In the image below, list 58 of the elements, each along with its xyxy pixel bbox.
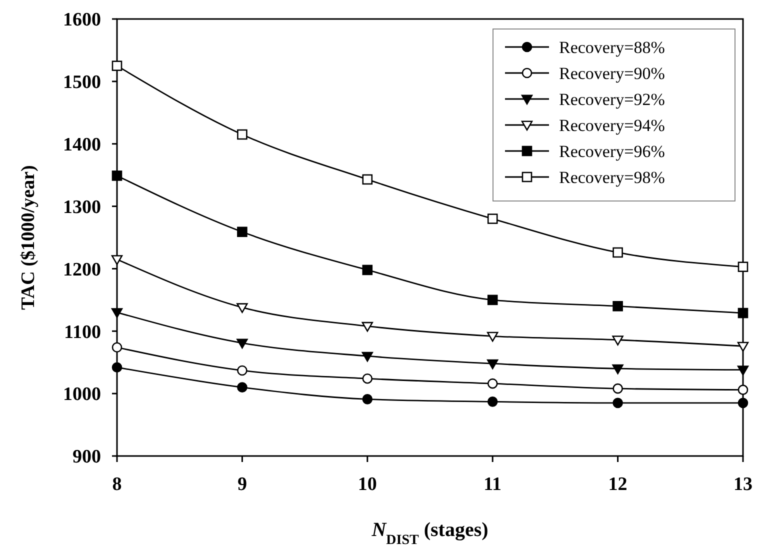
x-tick-label: 10 [358, 474, 377, 495]
point [112, 60, 122, 71]
point [487, 378, 498, 389]
legend-label: Recovery=90% [559, 64, 665, 83]
x-tick-label: 11 [484, 474, 502, 495]
point [612, 364, 624, 374]
point [237, 365, 248, 376]
point [737, 342, 749, 352]
y-tick-label: 1600 [63, 10, 101, 31]
point [487, 396, 498, 407]
point [112, 170, 122, 181]
point [487, 214, 498, 224]
x-tick-label: 13 [734, 474, 752, 495]
y-tick-label: 1300 [63, 196, 101, 218]
point [487, 294, 498, 306]
point [237, 382, 248, 392]
point [236, 303, 248, 314]
legend-label: Recovery=88% [559, 38, 665, 57]
point [112, 342, 122, 353]
point [111, 255, 123, 265]
point [737, 366, 749, 376]
y-tick-label: 1000 [63, 384, 101, 406]
y-tick-label: 900 [72, 446, 101, 468]
point [362, 174, 373, 185]
point [487, 332, 498, 342]
point [738, 262, 748, 272]
legend-label: Recovery=96% [559, 142, 665, 161]
point [738, 398, 748, 408]
x-tick-label: 12 [608, 474, 628, 495]
point [362, 264, 373, 276]
x-tick-label: 9 [237, 474, 247, 495]
point [738, 384, 748, 395]
point [612, 301, 623, 312]
point [362, 322, 373, 332]
y-tick-label: 1100 [64, 322, 101, 343]
point [362, 373, 373, 384]
point [111, 308, 123, 318]
x-tick-label: 8 [112, 474, 122, 495]
point [112, 362, 122, 372]
legend-label: Recovery=92% [559, 90, 665, 109]
point [236, 338, 248, 349]
legend-label: Recovery=94% [559, 116, 665, 135]
point [487, 359, 498, 370]
point [612, 383, 623, 394]
y-tick-label: 1200 [63, 259, 101, 280]
legend-label: Recovery=98% [559, 168, 665, 187]
point [612, 247, 623, 258]
point [362, 394, 373, 404]
point [237, 129, 248, 140]
point [738, 308, 748, 318]
point [612, 336, 624, 346]
point [612, 398, 623, 408]
y-tick-label: 1500 [63, 72, 101, 94]
x-axis-title: N$_{DIST}$ (stages) [370, 519, 488, 548]
point [237, 226, 248, 238]
point [362, 352, 373, 362]
y-tick-label: 1400 [63, 134, 101, 156]
y-axis-title: TAC ($1000/year) [18, 165, 39, 310]
